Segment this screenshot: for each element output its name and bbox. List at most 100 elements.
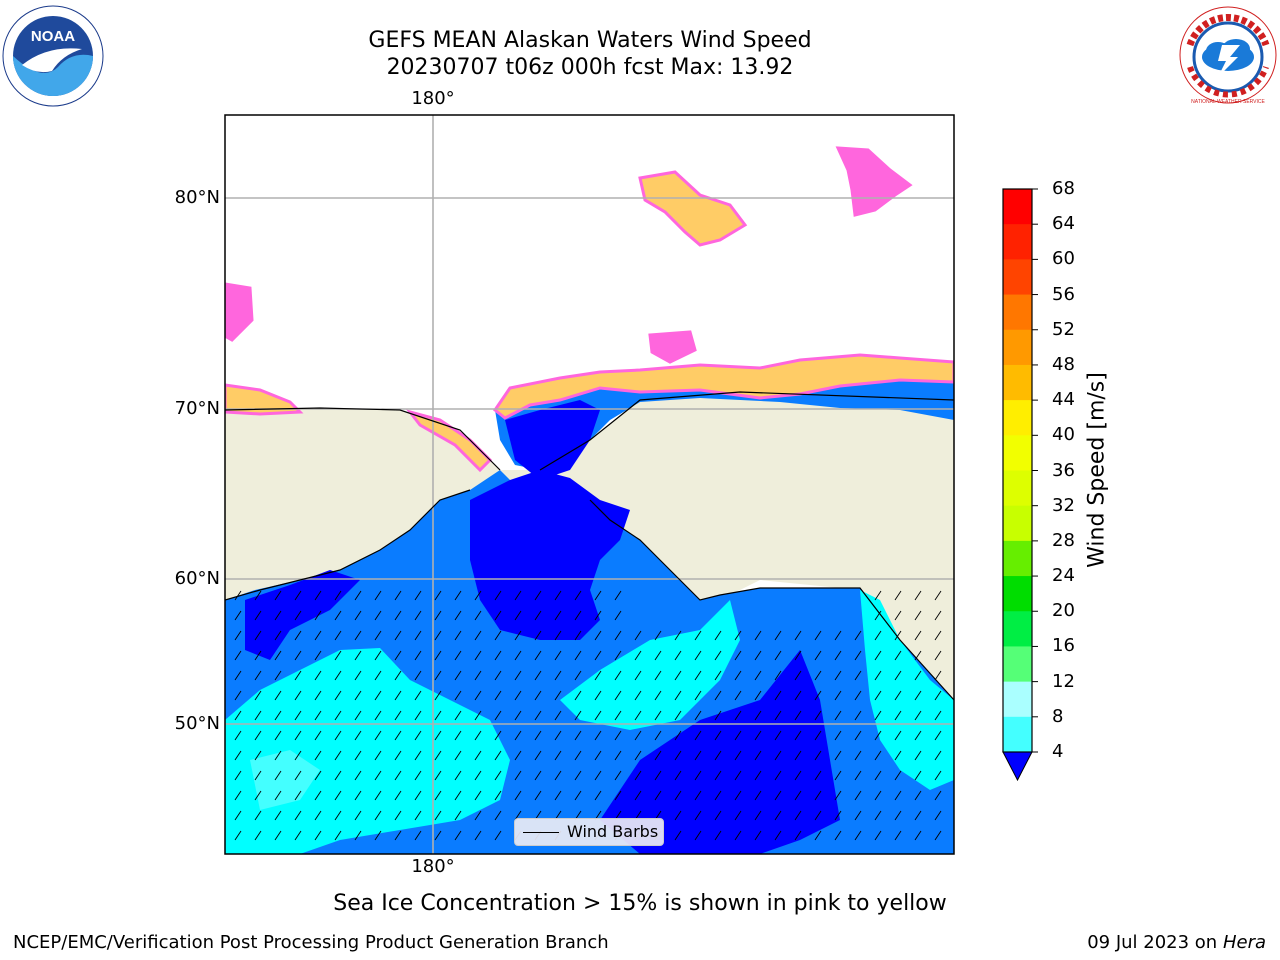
wind-barb xyxy=(614,730,622,741)
wind-barb xyxy=(714,750,722,761)
wind-barb xyxy=(534,770,542,781)
wind-barb xyxy=(594,650,602,661)
wind-barb xyxy=(394,830,402,841)
wind-barb xyxy=(774,750,782,761)
colorbar-tick-label: 60 xyxy=(1052,248,1075,270)
wind-barb xyxy=(874,610,882,621)
wind-barb xyxy=(434,830,442,841)
wind-barb xyxy=(434,610,442,621)
calm-zone-bering xyxy=(470,470,630,640)
wind-barb xyxy=(914,630,922,641)
wind-barb xyxy=(254,630,262,641)
wind-barb xyxy=(394,650,402,661)
wind-barb xyxy=(294,650,302,661)
wind-barb xyxy=(814,790,822,801)
wind-barb xyxy=(614,750,622,761)
wind-barb xyxy=(914,670,922,681)
colorbar-segment xyxy=(1003,646,1032,683)
colorbar-tick-label: 8 xyxy=(1052,705,1064,727)
wind-barb xyxy=(354,830,362,841)
wind-barb xyxy=(314,770,322,781)
wind-barb xyxy=(234,630,242,641)
wind-barb xyxy=(934,610,942,621)
wind-barb xyxy=(494,750,502,761)
wind-barb xyxy=(414,690,422,701)
wind-barbs xyxy=(234,590,942,841)
wind-barb xyxy=(914,710,922,721)
wind-barb xyxy=(314,810,322,821)
wind-barb xyxy=(514,690,522,701)
wind-barb xyxy=(834,650,842,661)
wind-barb xyxy=(434,690,442,701)
wind-barb xyxy=(734,810,742,821)
wind-barb xyxy=(574,790,582,801)
wind-barb xyxy=(454,610,462,621)
wind-barb xyxy=(894,810,902,821)
wind-barb xyxy=(314,670,322,681)
wind-barb xyxy=(294,830,302,841)
wind-barb xyxy=(454,790,462,801)
wind-barb xyxy=(534,650,542,661)
wind-barb xyxy=(554,690,562,701)
wind-barb xyxy=(634,730,642,741)
wind-barb xyxy=(294,630,302,641)
wind-barb xyxy=(874,730,882,741)
wind-barb xyxy=(454,830,462,841)
wind-barb xyxy=(814,730,822,741)
wind-barb xyxy=(794,750,802,761)
wind-barb xyxy=(574,690,582,701)
wind-barb xyxy=(794,630,802,641)
wind-barb xyxy=(274,690,282,701)
wind-barb xyxy=(494,730,502,741)
wind-barb xyxy=(934,830,942,841)
wind-barb xyxy=(334,790,342,801)
wind-barb xyxy=(594,750,602,761)
wind-barb xyxy=(814,690,822,701)
wind-barb xyxy=(674,710,682,721)
wind-barb xyxy=(294,610,302,621)
wind-barb xyxy=(874,790,882,801)
wind-barb xyxy=(474,790,482,801)
wind-barb xyxy=(314,630,322,641)
wind-barb xyxy=(274,670,282,681)
wind-barb xyxy=(434,810,442,821)
wind-barb xyxy=(534,750,542,761)
colorbar-segment xyxy=(1003,294,1032,331)
wind-barb xyxy=(834,630,842,641)
wind-barb xyxy=(254,590,262,601)
wind-barb xyxy=(294,590,302,601)
wind-barb xyxy=(614,630,622,641)
colorbar-tick-label: 4 xyxy=(1052,741,1064,762)
wind-8-12-west xyxy=(225,648,510,854)
wind-barb xyxy=(334,630,342,641)
wind-barb xyxy=(454,730,462,741)
wind-barb xyxy=(694,730,702,741)
wind-barb xyxy=(374,750,382,761)
wind-barb xyxy=(854,690,862,701)
wind-barb xyxy=(314,710,322,721)
wind-barb xyxy=(754,670,762,681)
arctic-ocean-zone xyxy=(495,376,954,470)
wind-barb xyxy=(554,730,562,741)
coastline xyxy=(225,391,954,701)
wind-barb xyxy=(854,630,862,641)
wind-barb xyxy=(494,790,502,801)
wind-barb xyxy=(254,730,262,741)
wind-barb xyxy=(774,730,782,741)
wind-barb xyxy=(734,630,742,641)
wind-barb xyxy=(354,690,362,701)
wind-barb xyxy=(334,710,342,721)
wind-barb xyxy=(594,710,602,721)
wind-barb xyxy=(834,810,842,821)
wind-barb xyxy=(854,710,862,721)
wind-barb xyxy=(834,750,842,761)
wind-barb xyxy=(594,610,602,621)
wind-barb xyxy=(934,670,942,681)
wind-barb xyxy=(234,670,242,681)
wind-barb xyxy=(454,670,462,681)
wind-barb xyxy=(594,630,602,641)
wind-barb xyxy=(394,810,402,821)
wind-barb xyxy=(754,730,762,741)
colorbar-segment xyxy=(1003,364,1032,401)
wind-barb xyxy=(374,770,382,781)
